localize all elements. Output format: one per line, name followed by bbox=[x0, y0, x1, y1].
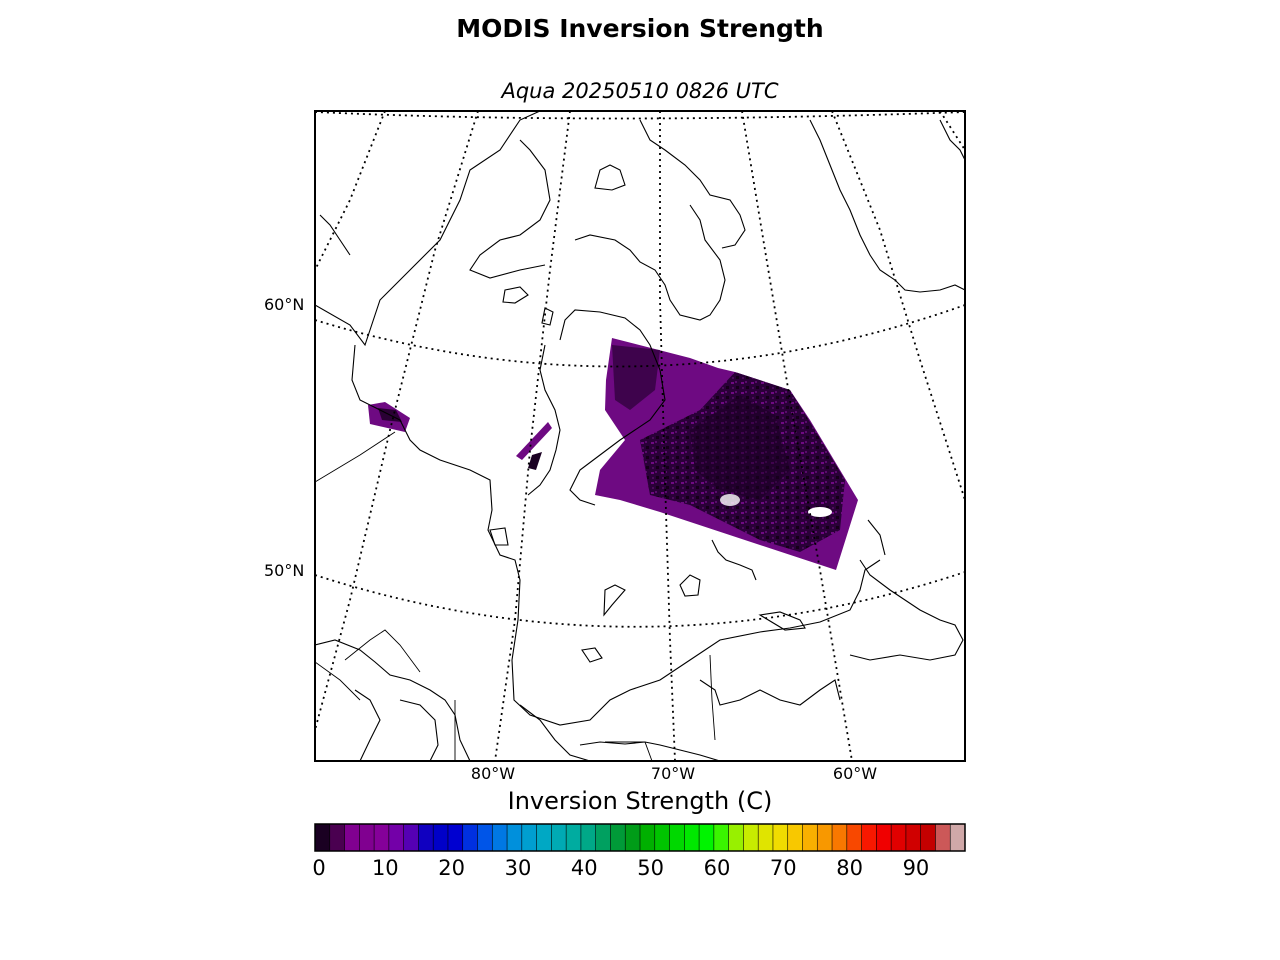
colorbar-segment bbox=[610, 824, 626, 851]
map-area[interactable] bbox=[315, 111, 965, 761]
colorbar-segment bbox=[433, 824, 449, 851]
inversion-swath bbox=[368, 338, 858, 570]
colorbar-segment bbox=[625, 824, 641, 851]
colorbar-segment bbox=[418, 824, 434, 851]
colorbar-segment bbox=[891, 824, 907, 851]
colorbar-segment bbox=[728, 824, 744, 851]
figure-title: MODIS Inversion Strength bbox=[456, 14, 824, 43]
colorbar-segment bbox=[669, 824, 685, 851]
colorbar-segment bbox=[640, 824, 656, 851]
colorbar-segment bbox=[462, 824, 478, 851]
colorbar-segment bbox=[654, 824, 671, 851]
coastlines bbox=[315, 111, 965, 761]
colorbar-segment bbox=[787, 824, 803, 851]
colorbar-tick-label: 0 bbox=[312, 856, 326, 880]
lon-label-70w: 70°W bbox=[650, 764, 696, 783]
colorbar-segment bbox=[374, 824, 390, 851]
colorbar-segment bbox=[551, 824, 567, 851]
colorbar-segment bbox=[329, 824, 346, 851]
colorbar-segment bbox=[447, 824, 464, 851]
lon-label-80w: 80°W bbox=[470, 764, 516, 783]
colorbar-segment bbox=[772, 824, 789, 851]
colorbar-segment bbox=[905, 824, 922, 851]
colorbar-segment bbox=[817, 824, 833, 851]
graticule bbox=[315, 111, 965, 761]
colorbar-tick-label: 80 bbox=[836, 856, 863, 880]
colorbar-segment bbox=[521, 824, 538, 851]
colorbar-segment bbox=[566, 824, 582, 851]
colorbar-segment bbox=[802, 824, 818, 851]
colorbar-tick-label: 40 bbox=[570, 856, 598, 880]
colorbar-segment bbox=[846, 824, 863, 851]
colorbar-title: Inversion Strength (C) bbox=[507, 787, 773, 815]
colorbar-tick-label: 50 bbox=[637, 856, 664, 880]
colorbar-segment bbox=[403, 824, 419, 851]
colorbar-tick-label: 30 bbox=[504, 856, 532, 880]
colorbar-segment bbox=[388, 824, 405, 851]
colorbar-segment bbox=[950, 824, 966, 851]
lon-label-60w: 60°W bbox=[832, 764, 878, 783]
colorbar-segment bbox=[832, 824, 848, 851]
map-frame bbox=[314, 110, 966, 762]
figure-subtitle: Aqua 20250510 0826 UTC bbox=[501, 79, 779, 103]
colorbar-segment bbox=[876, 824, 892, 851]
colorbar-segment bbox=[344, 824, 360, 851]
borders bbox=[315, 431, 716, 761]
colorbar-segment bbox=[595, 824, 611, 851]
colorbar-segment bbox=[699, 824, 715, 851]
colorbar-segment bbox=[920, 824, 936, 851]
lat-label-50: 50°N bbox=[264, 561, 305, 580]
colorbar-tick-label: 60 bbox=[703, 856, 731, 880]
colorbar-segment bbox=[580, 824, 597, 851]
colorbar-segment bbox=[492, 824, 508, 851]
colorbar-segment bbox=[861, 824, 877, 851]
colorbar-tick-label: 20 bbox=[438, 856, 465, 880]
colorbar-segment bbox=[713, 824, 730, 851]
colorbar-segment bbox=[743, 824, 759, 851]
colorbar-segment bbox=[507, 824, 523, 851]
colorbar-segment bbox=[684, 824, 700, 851]
colorbar-segment bbox=[536, 824, 552, 851]
colorbar-segment bbox=[935, 824, 951, 851]
colorbar-frame bbox=[314, 823, 966, 852]
colorbar-segment bbox=[477, 824, 493, 851]
colorbar-tick-label: 10 bbox=[371, 856, 399, 880]
colorbar-segment bbox=[758, 824, 774, 851]
colorbar-tick-label: 70 bbox=[769, 856, 797, 880]
colorbar-tick-label: 90 bbox=[902, 856, 930, 880]
colorbar-segment bbox=[315, 824, 331, 851]
lat-label-60: 60°N bbox=[264, 295, 305, 314]
colorbar-segment bbox=[359, 824, 375, 851]
